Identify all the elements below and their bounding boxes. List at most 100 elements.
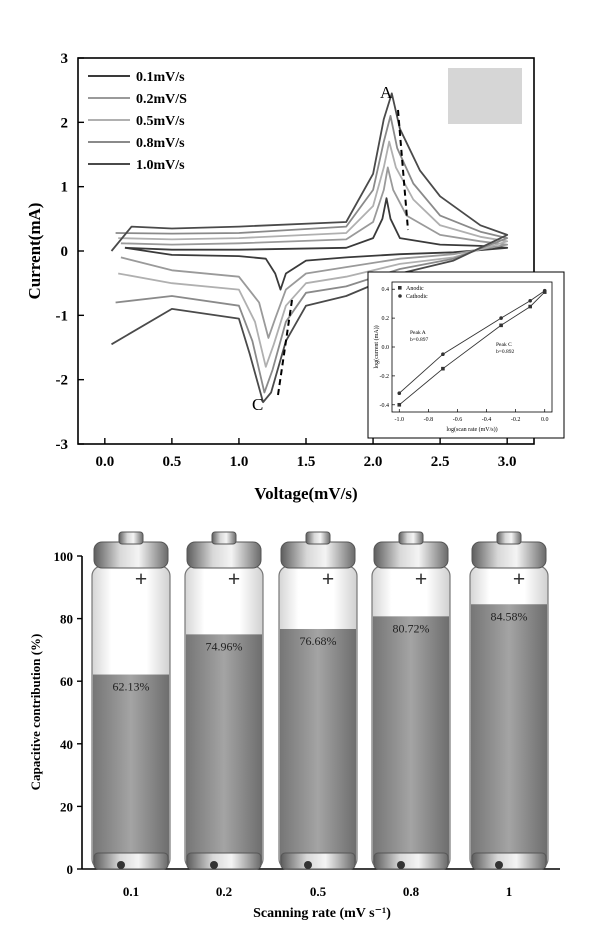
battery-fill bbox=[93, 674, 169, 863]
bar-y-tick-label: 20 bbox=[60, 799, 73, 814]
battery-plus-icon: + bbox=[415, 566, 428, 591]
cv-y-axis: 3 2 1 0 -1 -2 -3 bbox=[56, 51, 84, 453]
battery-base bbox=[471, 852, 547, 870]
inset-legend-marker bbox=[398, 286, 402, 290]
battery-bar-0.2: +74.96% 0.2 bbox=[184, 531, 264, 899]
cv-y-tick-label: 1 bbox=[61, 180, 69, 196]
battery-bar-0.5: +76.68% 0.5 bbox=[278, 531, 358, 899]
inset-x-tick-label: 0.0 bbox=[541, 417, 549, 423]
bar-batteries: +62.13% 0.1 +74.96% 0.2 +76.68% 0.5 +80.72% 0.8… bbox=[91, 531, 549, 899]
cv-x-tick-label: 1.5 bbox=[297, 454, 316, 470]
cv-x-tick-label: 3.0 bbox=[498, 454, 517, 470]
peak-a-label: A bbox=[380, 83, 393, 102]
cv-x-tick-label: 2.0 bbox=[364, 454, 383, 470]
bar-category-label: 0.1 bbox=[123, 884, 139, 899]
cv-curves bbox=[110, 92, 509, 404]
inset-point bbox=[499, 316, 503, 320]
bar-y-tick-label: 80 bbox=[60, 612, 73, 627]
cv-plot: 0.0 0.5 1.0 1.5 2.0 2.5 3.0 3 2 1 0 -1 -2 -3 A C 0.1… bbox=[25, 51, 565, 503]
inset-legend-label: Anodic bbox=[406, 286, 424, 292]
inset-point bbox=[397, 402, 402, 407]
battery-base-dot bbox=[495, 861, 503, 869]
inset-point bbox=[528, 298, 532, 303]
bar-plot: 0 20 40 60 80 100 +62.13% 0.1 +74.96% 0.2 +76.68%… bbox=[28, 531, 560, 921]
bar-category-label: 0.5 bbox=[310, 884, 327, 899]
cv-y-tick-label: -2 bbox=[56, 373, 69, 389]
battery-terminal bbox=[118, 531, 144, 545]
battery-terminal bbox=[211, 531, 237, 545]
cv-legend-label: 0.8mV/s bbox=[136, 136, 185, 151]
battery-cap bbox=[186, 541, 262, 569]
battery-cap bbox=[93, 541, 169, 569]
battery-terminal bbox=[496, 531, 522, 545]
cv-y-axis-label: Current(mA) bbox=[25, 203, 44, 300]
battery-plus-icon: + bbox=[228, 566, 241, 591]
bar-x-axis-label: Scanning rate (mV s⁻¹) bbox=[253, 906, 391, 921]
bar-y-tick-label: 40 bbox=[60, 737, 73, 752]
battery-fill bbox=[373, 616, 449, 863]
bar-category-label: 0.8 bbox=[403, 884, 420, 899]
cv-series-0.5mV/s bbox=[118, 140, 509, 368]
peak-c-dashed-line bbox=[277, 299, 293, 396]
cv-series-0.8mV/s bbox=[115, 115, 509, 394]
inset-x-tick-label: -1.0 bbox=[395, 417, 405, 423]
inset-point bbox=[499, 323, 503, 328]
inset-point bbox=[528, 304, 532, 309]
inset-plot: -1.0 -0.8 -0.6 -0.4 -0.2 0.0 0.4 0.2 0.0 -0.2 -0.4… bbox=[367, 271, 565, 439]
battery-base-dot bbox=[397, 861, 405, 869]
cv-legend-label: 0.1mV/s bbox=[136, 70, 185, 85]
cv-y-tick-label: -3 bbox=[56, 437, 69, 453]
bar-value-label: 62.13% bbox=[113, 680, 150, 694]
cv-y-tick-label: 0 bbox=[61, 244, 69, 260]
inset-point bbox=[441, 352, 445, 357]
inset-y-tick-label: 0.4 bbox=[382, 287, 390, 293]
battery-cap bbox=[280, 541, 356, 569]
peak-a-dashed-line bbox=[397, 109, 409, 231]
inset-x-tick-label: -0.6 bbox=[453, 417, 463, 423]
inset-background bbox=[367, 271, 565, 439]
battery-terminal bbox=[305, 531, 331, 545]
inset-y-tick-label: 0.0 bbox=[382, 345, 390, 351]
inset-x-tick-label: -0.4 bbox=[482, 417, 492, 423]
bar-y-tick-label: 100 bbox=[54, 549, 74, 564]
battery-base bbox=[280, 852, 356, 870]
battery-base bbox=[93, 852, 169, 870]
battery-terminal bbox=[398, 531, 424, 545]
cv-x-tick-label: 0.5 bbox=[163, 454, 182, 470]
cv-x-axis: 0.0 0.5 1.0 1.5 2.0 2.5 3.0 bbox=[95, 438, 517, 470]
cv-x-axis-label: Voltage(mV/s) bbox=[254, 484, 357, 503]
battery-base-dot bbox=[117, 861, 125, 869]
bar-value-label: 76.68% bbox=[300, 634, 337, 648]
cv-x-tick-label: 0.0 bbox=[95, 454, 114, 470]
bar-category-label: 0.2 bbox=[216, 884, 232, 899]
inset-y-tick-label: -0.2 bbox=[380, 374, 390, 380]
battery-base bbox=[373, 852, 449, 870]
inset-x-tick-label: -0.2 bbox=[511, 417, 521, 423]
battery-bar-1: +84.58% 1 bbox=[469, 531, 549, 899]
inset-point bbox=[441, 366, 445, 371]
inset-peak-label: b=0.897 bbox=[410, 337, 428, 343]
cv-y-tick-label: 2 bbox=[61, 115, 69, 131]
battery-cap bbox=[471, 541, 547, 569]
bar-y-axis: 0 20 40 60 80 100 bbox=[54, 549, 82, 877]
battery-fill bbox=[471, 604, 547, 863]
cv-y-tick-label: 3 bbox=[61, 51, 69, 67]
cv-legend: 0.1mV/s 0.2mV/S 0.5mV/s 0.8mV/s 1.0mV/s bbox=[88, 70, 187, 173]
battery-plus-icon: + bbox=[513, 566, 526, 591]
legend-watermark-box bbox=[448, 68, 522, 124]
battery-fill bbox=[280, 628, 356, 863]
cv-series-1.0mV/s bbox=[110, 92, 509, 404]
inset-content: -1.0 -0.8 -0.6 -0.4 -0.2 0.0 0.4 0.2 0.0 -0.2 -0.4… bbox=[373, 286, 548, 433]
inset-y-tick-label: -0.4 bbox=[380, 403, 390, 409]
battery-base-dot bbox=[210, 861, 218, 869]
battery-base-dot bbox=[304, 861, 312, 869]
battery-fill bbox=[186, 634, 262, 863]
peak-c-label: C bbox=[252, 395, 263, 414]
bar-category-label: 1 bbox=[506, 884, 513, 899]
battery-plus-icon: + bbox=[322, 566, 335, 591]
battery-plus-icon: + bbox=[135, 566, 148, 591]
battery-cap bbox=[373, 541, 449, 569]
cv-series-0.2mV/S bbox=[120, 166, 509, 339]
bar-value-label: 74.96% bbox=[206, 639, 243, 653]
bar-value-label: 80.72% bbox=[393, 621, 430, 635]
